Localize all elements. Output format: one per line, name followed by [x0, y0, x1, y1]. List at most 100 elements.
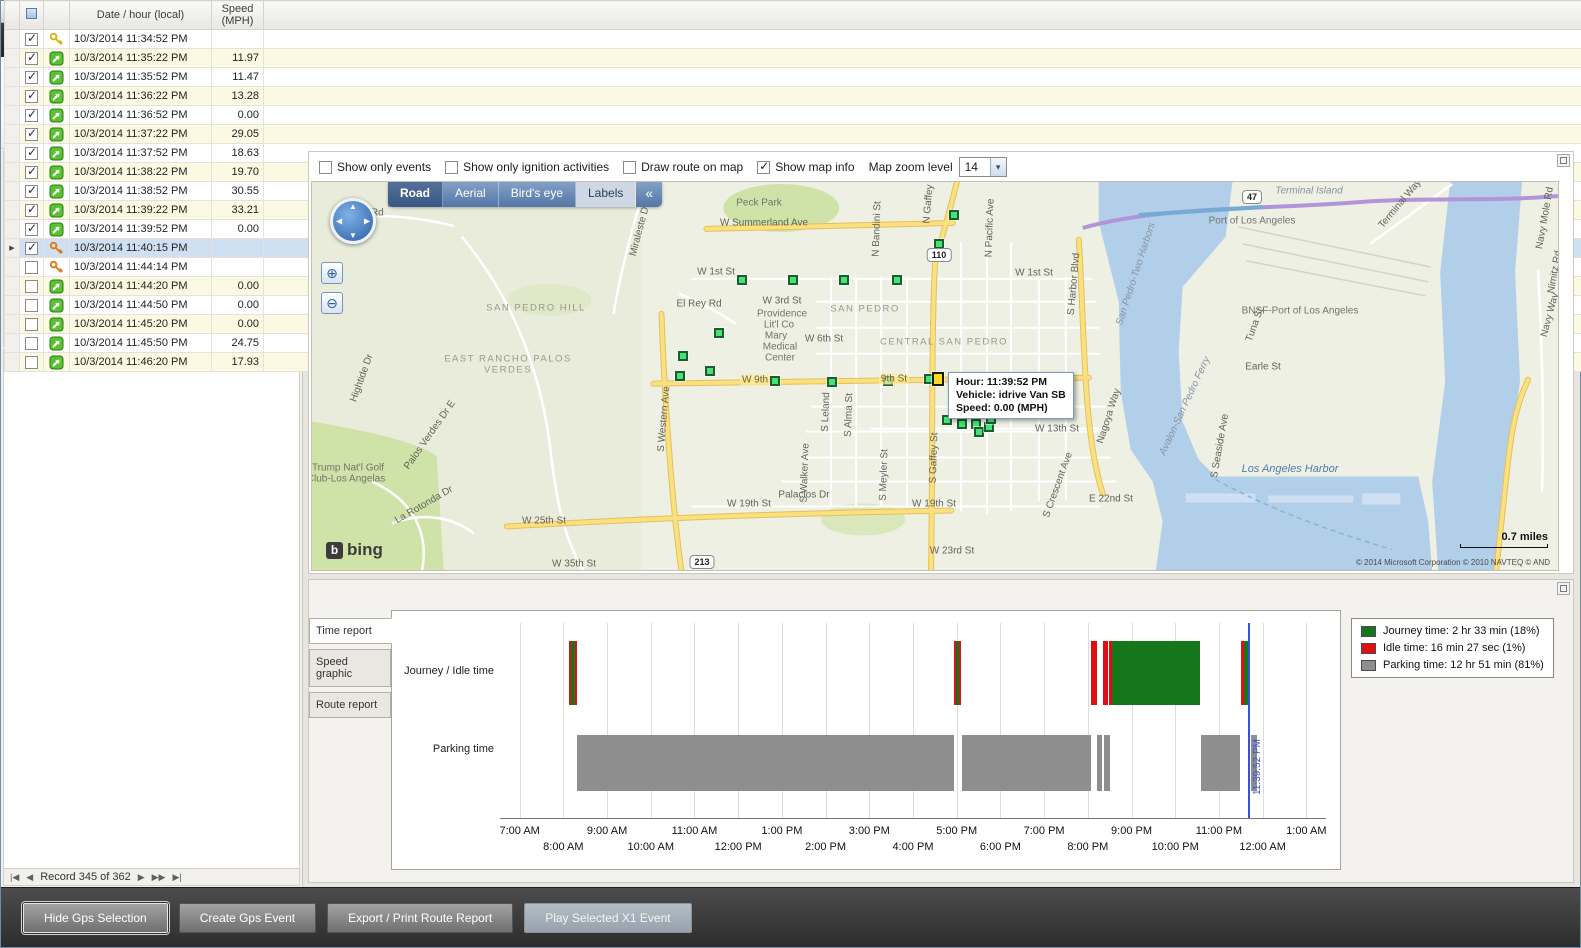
gps-marker[interactable] [705, 366, 715, 376]
x-axis-tick: 3:00 PM [848, 825, 890, 837]
map-view-labels[interactable]: Labels [576, 182, 637, 207]
journey-bar [956, 641, 959, 705]
first-page-icon[interactable]: |◀ [10, 871, 20, 882]
checkbox-icon [319, 160, 332, 174]
gps-marker[interactable] [892, 275, 902, 285]
gps-list-row[interactable]: 10/3/2014 11:46:20 PM 17.93 [4, 352, 1581, 372]
legend-item: Journey time: 2 hr 33 min (18%) [1361, 625, 1544, 637]
legend-swatch [1361, 642, 1376, 654]
journey-bar [1244, 641, 1248, 705]
prev-page-icon[interactable]: ◀ [26, 871, 34, 882]
map-scale: 0.7 miles [1460, 531, 1548, 548]
gps-marker[interactable] [737, 275, 747, 285]
x-axis-tick: 11:00 PM [1195, 825, 1243, 837]
map-zoom-label: Map zoom level [868, 160, 953, 174]
create-gps-event-button[interactable]: Create Gps Event [178, 902, 317, 933]
highway-shield: 47 [1241, 190, 1263, 204]
export-print-route-report-button[interactable]: Export / Print Route Report [327, 902, 514, 933]
collapse-chart-panel-icon[interactable] [1557, 582, 1570, 595]
highway-shield: 110 [926, 248, 952, 262]
parking-bar [961, 735, 1092, 791]
gps-marker[interactable] [827, 377, 837, 387]
x-axis-tick: 12:00 PM [714, 841, 762, 853]
hide-gps-selection-button[interactable]: Hide Gps Selection [23, 902, 168, 933]
next-page-icon[interactable]: ▶ [137, 871, 145, 882]
time-report-panel: Time report Speed graphic Route report J… [308, 579, 1574, 883]
checkbox-icon [757, 159, 771, 174]
parking-bar [1097, 735, 1103, 791]
gps-marker[interactable] [788, 275, 798, 285]
main-area: Show only events Show only ignition acti… [303, 149, 1580, 887]
x-axis-tick: 2:00 PM [805, 841, 847, 853]
gps-marker[interactable] [883, 376, 893, 386]
draw-route-checkbox[interactable]: Draw route on map [623, 160, 743, 174]
x-axis-tick: 7:00 AM [499, 825, 540, 837]
gps-marker[interactable] [974, 427, 984, 437]
selected-gps-marker[interactable] [932, 372, 944, 386]
show-map-info-checkbox[interactable]: Show map info [757, 159, 855, 174]
parking-bar [1201, 735, 1240, 791]
gps-marker[interactable] [678, 351, 688, 361]
tab-speed-graphic[interactable]: Speed graphic [309, 649, 391, 687]
map-zoom-select[interactable]: 14 [958, 157, 1007, 177]
parking-row-label: Parking time [432, 743, 494, 755]
show-only-events-checkbox[interactable]: Show only events [319, 160, 431, 174]
gps-list-pager: |◀ ◀ Record 345 of 362 ▶ ▶▶ ▶| [4, 868, 299, 885]
chart-legend: Journey time: 2 hr 33 min (18%) Idle time… [1351, 618, 1554, 678]
gps-marker[interactable] [949, 210, 959, 220]
gps-marker[interactable] [957, 419, 967, 429]
map-compass-control[interactable]: ▲ ▼ ◀ ▶ [330, 198, 376, 244]
map-view-tabs: Road Aerial Bird's eye Labels « [388, 182, 663, 207]
map-panel: Show only events Show only ignition acti… [308, 151, 1574, 574]
gps-marker[interactable] [714, 328, 724, 338]
collapse-map-panel-icon[interactable] [1557, 154, 1570, 167]
tab-route-report[interactable]: Route report [309, 692, 391, 718]
idle-bar [953, 641, 957, 705]
journey-bar [1111, 641, 1201, 705]
map-canvas[interactable]: Road Aerial Bird's eye Labels « ▲ ▼ ◀ ▶ ⊕ ⊖… [311, 181, 1559, 571]
map-zoom-out-button[interactable]: ⊖ [321, 292, 343, 314]
map-view-birdseye[interactable]: Bird's eye [499, 182, 576, 207]
row-select-checkbox[interactable] [25, 355, 38, 369]
x-axis-tick: 8:00 AM [543, 841, 584, 853]
gps-point-icon [43, 352, 70, 372]
chart-ticks: 7:00 AM 8:00 AM 9:00 AM 10:00 AM 11:00 AM 12:… [499, 819, 1326, 859]
parking-bar [1251, 735, 1257, 791]
play-selected-x1-event-button[interactable]: Play Selected X1 Event [524, 902, 692, 933]
x-axis-tick: 10:00 PM [1151, 841, 1199, 853]
report-tabs: Time report Speed graphic Route report [309, 618, 392, 723]
gps-marker[interactable] [675, 371, 685, 381]
map-view-road[interactable]: Road [388, 182, 443, 207]
legend-swatch [1361, 625, 1376, 637]
idle-bar [1102, 641, 1108, 705]
gps-marker[interactable] [942, 415, 952, 425]
collapse-map-tabs-icon[interactable]: « [645, 185, 654, 201]
gps-list-panel: Gps list Date / hour (local) Speed (MPH) [3, 0, 1581, 886]
selected-time-label: 11:39:52 PM [1251, 739, 1263, 795]
journey-row-label: Journey / Idle time [404, 665, 494, 677]
map-zoom-in-button[interactable]: ⊕ [321, 262, 343, 284]
tab-time-report[interactable]: Time report [309, 618, 392, 644]
gps-marker[interactable] [770, 376, 780, 386]
show-only-ignition-checkbox[interactable]: Show only ignition activities [445, 160, 609, 174]
x-axis-tick: 11:00 AM [671, 825, 718, 837]
chart-plot: 11:39:52 PM [500, 623, 1326, 819]
gps-list-table: Date / hour (local) Speed (MPH) 10/3/201… [4, 0, 1581, 372]
x-axis-tick: 10:00 AM [627, 841, 675, 853]
fast-next-icon[interactable]: ▶▶ [151, 871, 166, 882]
idle-bar [1108, 641, 1112, 705]
checkbox-icon [623, 160, 637, 174]
gps-marker[interactable] [839, 275, 849, 285]
checkbox-icon [445, 160, 459, 174]
idle-bar [569, 641, 572, 705]
map-view-aerial[interactable]: Aerial [443, 182, 499, 207]
x-axis-tick: 12:00 AM [1239, 841, 1286, 853]
x-axis-tick: 8:00 PM [1067, 841, 1109, 853]
x-axis-tick: 9:00 PM [1111, 825, 1152, 837]
time-report-chart: Journey / Idle time Parking time 11:39:5… [391, 610, 1341, 870]
x-axis-tick: 1:00 PM [761, 825, 803, 837]
x-axis-tick: 6:00 PM [979, 841, 1021, 853]
last-page-icon[interactable]: ▶| [172, 871, 182, 882]
map-controls: Show only events Show only ignition acti… [309, 155, 1573, 179]
